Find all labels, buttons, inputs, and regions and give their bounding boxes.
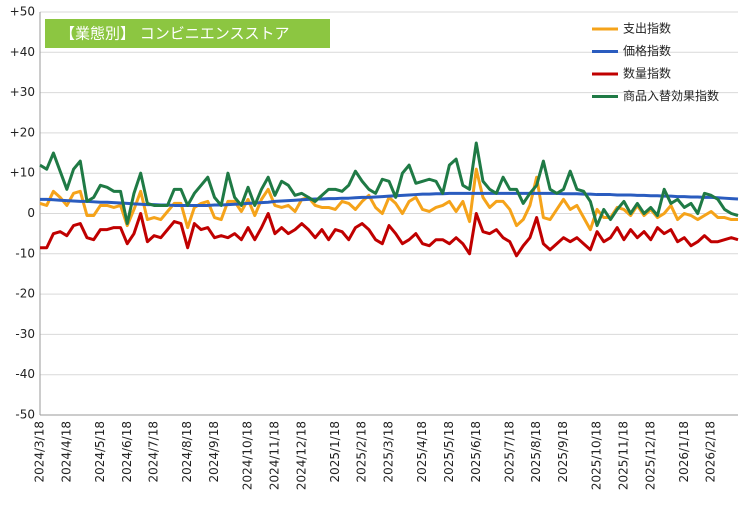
title-box — [45, 19, 330, 48]
legend-label: 商品入替効果指数 — [623, 88, 719, 103]
chart-title: 【業態別】 コンビニエンスストア — [60, 25, 289, 43]
x-tick-label: 2025/5/18 — [442, 421, 456, 483]
x-tick-label: 2025/3/18 — [382, 421, 396, 483]
y-tick-label: -30 — [15, 327, 35, 341]
x-tick-label: 2024/12/18 — [294, 421, 308, 490]
x-tick-label: 2025/9/18 — [556, 421, 570, 483]
x-tick-label: 2025/1/18 — [328, 421, 342, 483]
y-tick-label: -10 — [15, 246, 35, 260]
x-tick-label: 2025/11/18 — [616, 421, 630, 490]
y-tick-label: -20 — [15, 287, 35, 301]
y-tick-label: +40 — [10, 45, 35, 59]
line-series — [39, 141, 739, 228]
x-tick-label: 2024/4/18 — [59, 421, 73, 483]
legend-label: 数量指数 — [623, 66, 671, 81]
y-tick-label: -40 — [15, 367, 35, 381]
y-tick-label: +10 — [10, 166, 35, 180]
x-tick-label: 2025/6/18 — [469, 421, 483, 483]
x-tick-label: 2024/6/18 — [120, 421, 134, 483]
y-tick-label: +30 — [10, 85, 35, 99]
y-tick-label: -50 — [15, 408, 35, 422]
x-tick-label: 2024/7/18 — [147, 421, 161, 483]
legend-label: 支出指数 — [623, 21, 671, 36]
x-tick-label: 2026/1/18 — [677, 421, 691, 483]
y-tick-label: +50 — [10, 5, 35, 19]
line-series — [40, 212, 739, 258]
x-tick-label: 2025/7/18 — [502, 421, 516, 483]
x-tick-label: 2024/8/18 — [180, 421, 194, 483]
x-tick-label: 2025/12/18 — [643, 421, 657, 490]
y-tick-label: 0 — [27, 206, 35, 220]
x-tick-label: 2024/11/18 — [267, 421, 281, 490]
x-tick-label: 2025/10/18 — [590, 421, 604, 490]
legend-label: 価格指数 — [623, 43, 671, 58]
y-tick-label: +20 — [10, 125, 35, 139]
x-tick-label: 2025/4/18 — [415, 421, 429, 483]
x-tick-label: 2025/2/18 — [355, 421, 369, 483]
x-tick-label: 2025/8/18 — [529, 421, 543, 483]
x-tick-label: 2024/9/18 — [207, 421, 221, 483]
x-tick-label: 2024/5/18 — [93, 421, 107, 483]
x-tick-label: 2026/2/18 — [704, 421, 718, 483]
x-tick-label: 2024/10/18 — [241, 421, 255, 490]
x-tick-label: 2024/3/18 — [33, 421, 47, 483]
